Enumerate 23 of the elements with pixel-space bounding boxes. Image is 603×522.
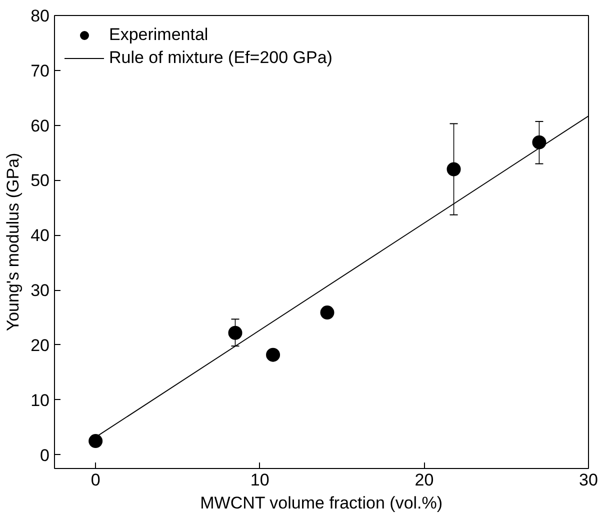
point [228,326,242,340]
y-axis-title: Young's modulus (GPa) [4,152,23,332]
x-axis-title: MWCNT volume fraction (vol.%) [200,494,443,512]
y-tick-label: 70 [30,61,50,80]
y-tick-label: 20 [30,336,50,355]
y-tick-label: 40 [30,226,50,246]
legend-label: Rule of mixture (Ef=200 GPa) [109,48,332,68]
y-tick-label: 0 [40,446,50,465]
point [88,434,103,448]
y-tick-label: 10 [30,390,50,410]
x-tick-label: 30 [579,470,598,490]
point [532,135,546,150]
y-tick-label: 60 [30,116,50,136]
point [320,306,334,320]
y-tick-label: 50 [30,171,50,190]
point [266,348,280,362]
x-tick-label: 10 [250,470,270,490]
x-tick-label: 20 [414,470,434,490]
legend-label: Experimental [109,25,208,45]
x-tick-label: 0 [90,470,100,490]
y-tick-label: 30 [30,281,50,300]
point [446,162,461,176]
y-tick-label: 80 [30,6,50,26]
